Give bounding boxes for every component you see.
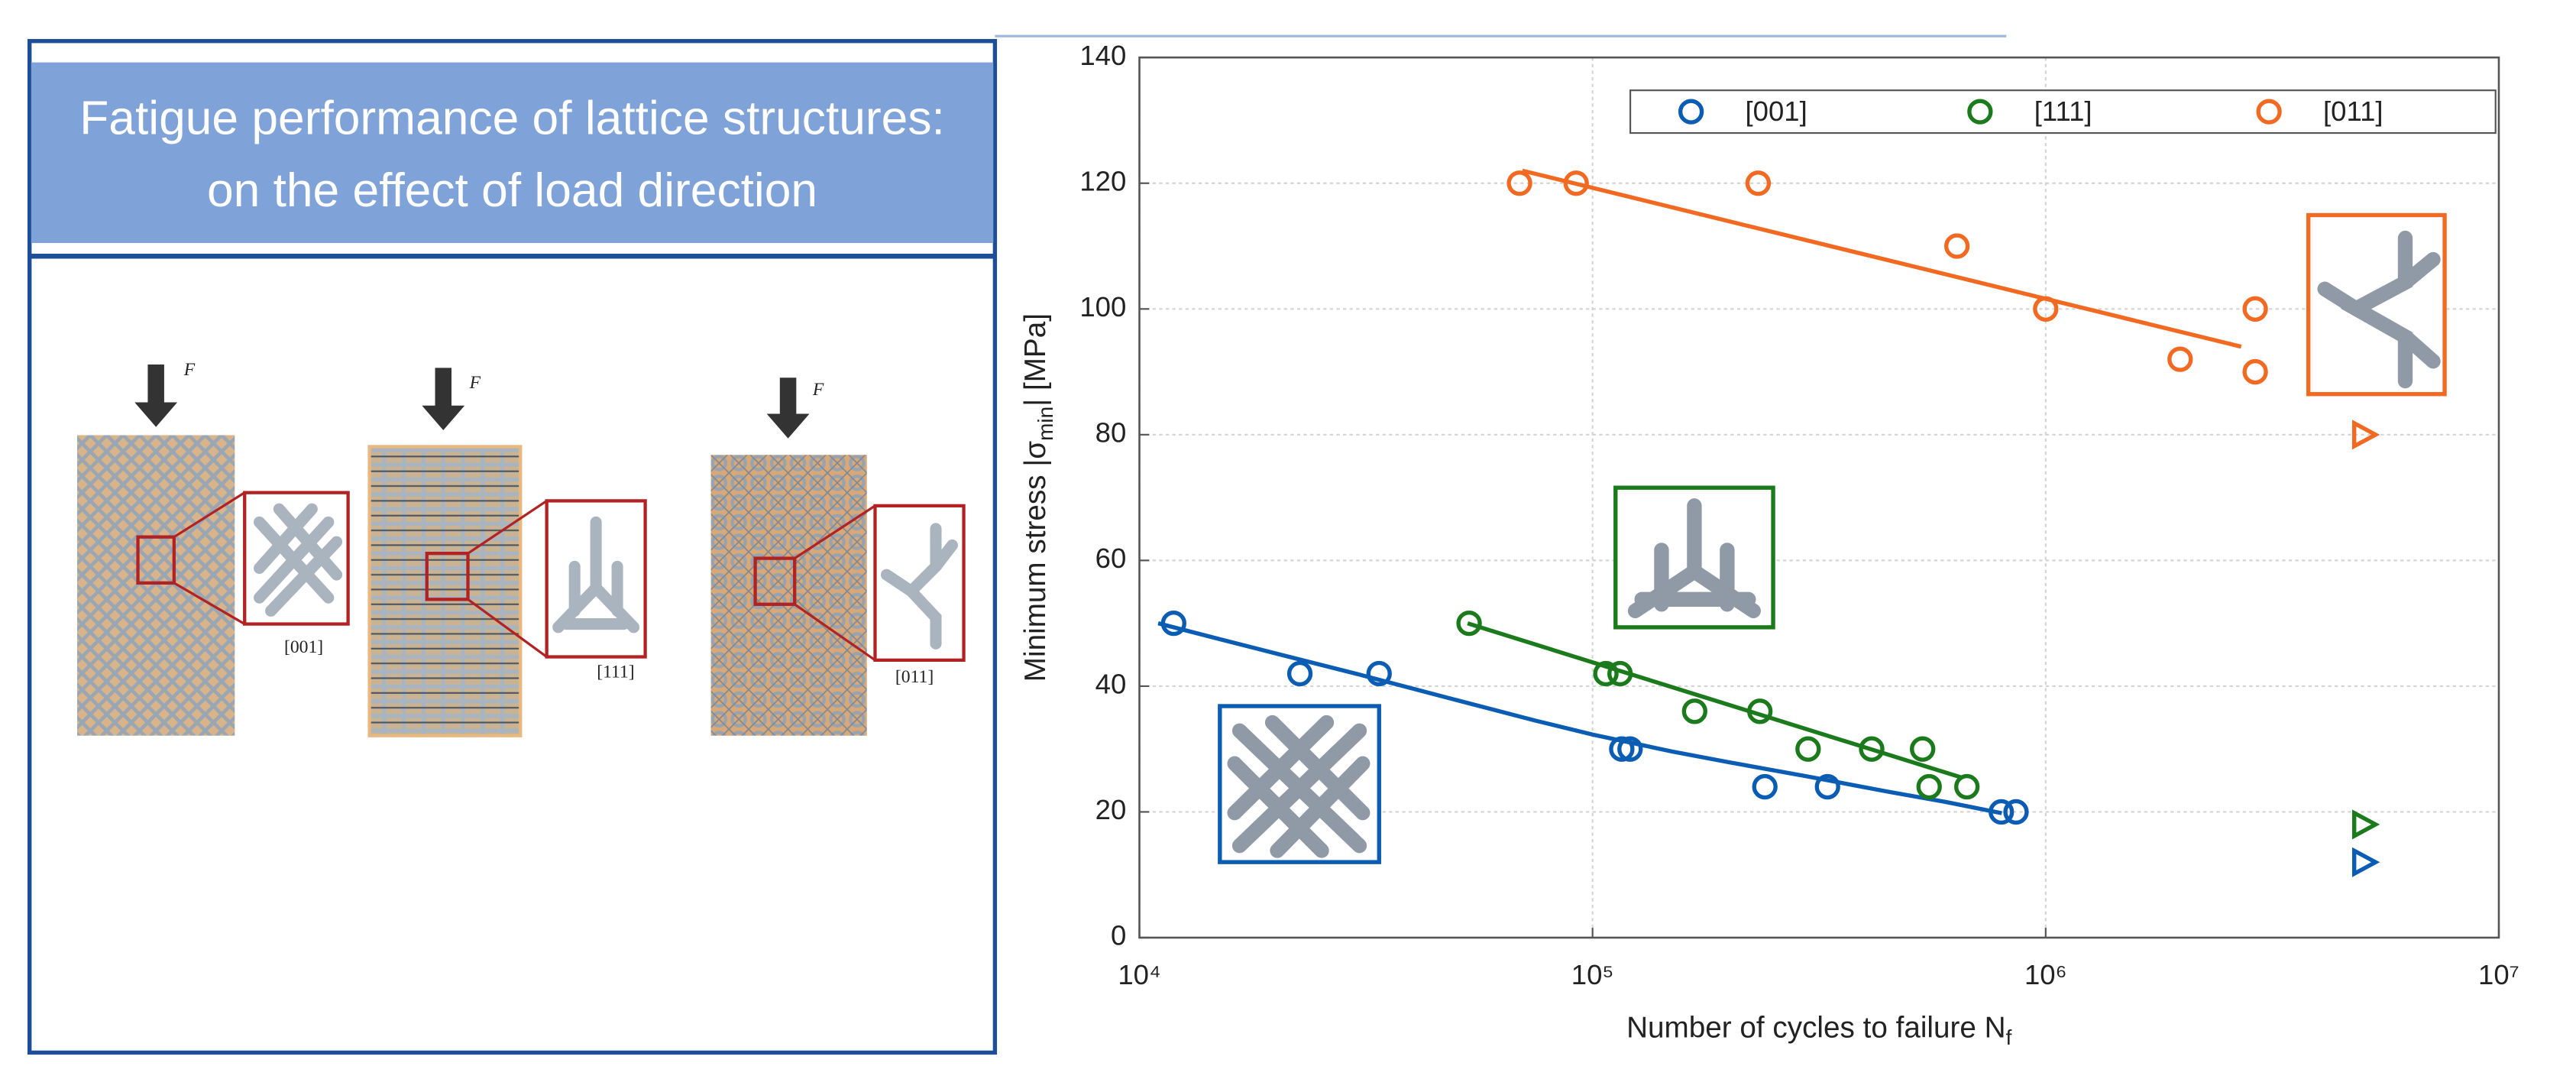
- runout-point: [2352, 809, 2380, 840]
- runout-point: [2352, 847, 2380, 877]
- x-tick-label: 10⁵: [1571, 959, 1614, 990]
- unit-cell: [254, 503, 343, 617]
- data-point: [1609, 736, 1635, 762]
- y-tick-label: 80: [1095, 416, 1127, 448]
- data-point: [1943, 233, 1970, 259]
- zoom-line: [173, 582, 246, 625]
- legend-marker: [1678, 99, 1704, 125]
- data-point: [1954, 773, 1980, 800]
- y-tick-label: 40: [1095, 669, 1127, 700]
- y-axis-label: Minimum stress |σmin| [MPa]: [1019, 313, 1057, 682]
- runout-point: [2352, 420, 2380, 450]
- inset-111: [1613, 485, 1775, 630]
- zoom-line: [467, 598, 548, 658]
- zoom-line: [794, 603, 876, 662]
- zoom-line: [173, 491, 246, 539]
- x-tick-label: 10⁶: [2024, 959, 2067, 990]
- lattice-block: [77, 435, 235, 736]
- fit-line: [1157, 621, 2002, 815]
- data-point: [1745, 170, 1772, 196]
- direction-label: [001]: [284, 637, 323, 657]
- x-tick-label: 10⁷: [2478, 959, 2519, 990]
- zoom-box: [425, 552, 470, 601]
- data-point: [1752, 773, 1778, 800]
- legend-label: [001]: [1746, 96, 1807, 127]
- plot-frame: [1138, 56, 2500, 939]
- data-point: [2242, 296, 2268, 322]
- direction-label: [011]: [895, 667, 934, 687]
- inset-001: [1218, 704, 1381, 864]
- zoom-line: [794, 504, 876, 559]
- zoom-line: [467, 500, 548, 555]
- y-tick-label: 140: [1079, 40, 1126, 71]
- chart: [001] [111] [011] Minimum stress |σmin| [M…: [1019, 40, 2519, 1050]
- data-point: [1795, 736, 1821, 762]
- force-arrow: [422, 368, 465, 431]
- data-point: [1814, 773, 1840, 800]
- panel-title: Fatigue performance of lattice structure…: [79, 92, 945, 144]
- marks: [1157, 168, 2380, 877]
- left-panel: Fatigue performance of lattice structure…: [27, 39, 998, 1055]
- x-axis-label: Number of cycles to failure Nf: [1626, 1012, 2012, 1050]
- unit-cell: [552, 516, 640, 633]
- y-tick-label: 20: [1095, 794, 1127, 825]
- data-point: [1617, 736, 1643, 762]
- x-tick-label: 10⁴: [1118, 959, 1160, 990]
- fit-line: [1467, 621, 1962, 779]
- data-point: [1681, 698, 1707, 724]
- x-label-sub: f: [2006, 1026, 2012, 1050]
- data-point: [1910, 736, 1936, 762]
- x-label-part: Number of cycles to failure N: [1626, 1012, 2005, 1045]
- y-label-part: | [MPa]: [1019, 313, 1052, 407]
- data-point: [1506, 170, 1532, 196]
- data-point: [1989, 799, 2015, 825]
- y-label-sub: min: [1034, 407, 1058, 441]
- legend-label: [011]: [2323, 96, 2383, 127]
- zoom-box: [136, 535, 176, 585]
- y-tick-label: 100: [1079, 291, 1126, 322]
- data-point: [1607, 660, 1633, 687]
- data-point: [1593, 660, 1619, 687]
- data-point: [2167, 346, 2193, 372]
- data-point: [2033, 296, 2059, 322]
- legend-label: [111]: [2034, 96, 2092, 127]
- data-point: [1563, 170, 1589, 196]
- force-label: F: [469, 373, 481, 393]
- legend-box: [1629, 89, 2497, 134]
- force-label: F: [183, 360, 196, 380]
- fit-line: [1522, 168, 2242, 349]
- legend-marker: [1967, 99, 1993, 125]
- data-point: [2003, 799, 2029, 825]
- lattice-block: [367, 445, 523, 737]
- lattice-block: [710, 455, 867, 736]
- y-tick-label: 0: [1111, 920, 1126, 951]
- inset-011: [2306, 212, 2447, 397]
- data-point: [1366, 660, 1392, 687]
- data-point: [1160, 610, 1186, 637]
- y-tick-label: 60: [1095, 543, 1127, 574]
- y-tick-label: 120: [1079, 165, 1126, 196]
- data-point: [1286, 660, 1313, 687]
- force-label: F: [812, 380, 824, 400]
- y-label-part: Minimum stress |σ: [1019, 441, 1052, 682]
- direction-label: [111]: [597, 662, 634, 682]
- title-banner: [31, 62, 994, 244]
- zoom-box: [753, 556, 797, 606]
- force-arrow: [766, 378, 810, 439]
- legend-marker: [2256, 99, 2282, 125]
- panel-title: on the effect of load direction: [207, 164, 817, 217]
- data-point: [1916, 773, 1942, 800]
- data-point: [2242, 358, 2268, 385]
- data-point: [1456, 610, 1482, 637]
- legend: [001] [111] [011]: [1629, 89, 2497, 134]
- data-point: [1747, 698, 1773, 724]
- data-point: [1859, 736, 1885, 762]
- unit-cell: [881, 523, 959, 650]
- force-arrow: [134, 365, 178, 427]
